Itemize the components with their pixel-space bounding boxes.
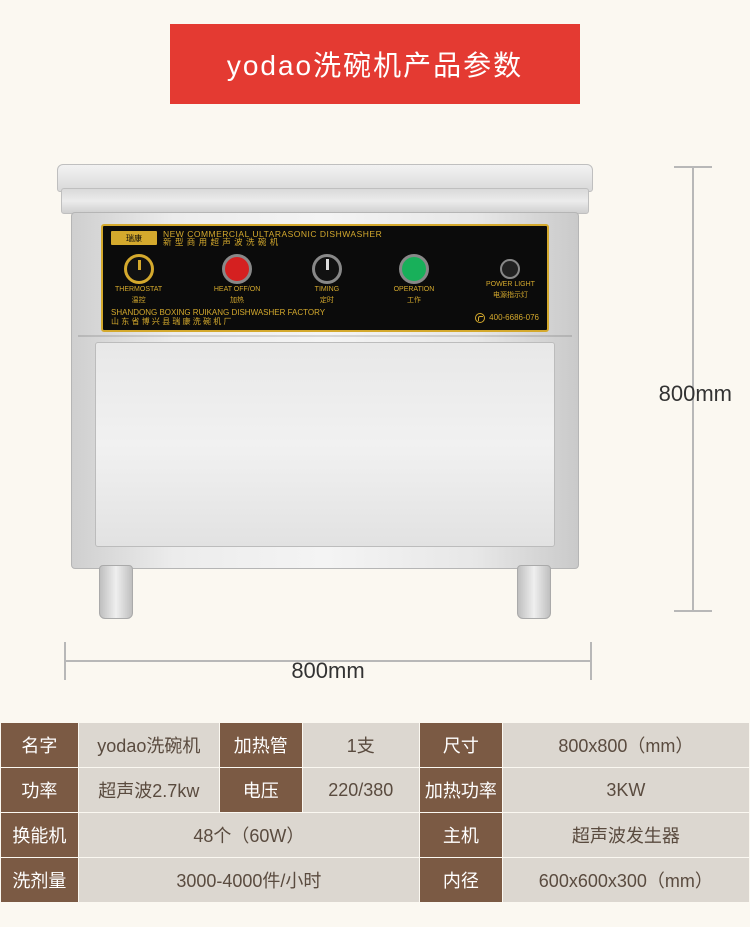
phone-number: 400-6686-076 <box>489 313 539 322</box>
knob-power-light: POWER LIGHT 电源指示灯 <box>486 259 535 300</box>
dimension-width-label: 800mm <box>291 658 364 684</box>
knob-label-cn: 工作 <box>407 295 421 305</box>
table-row: 功率超声波2.7kw电压220/380加热功率3KW <box>1 768 750 813</box>
knob-label-cn: 电源指示灯 <box>493 290 528 300</box>
button-icon <box>222 254 252 284</box>
factory-cn: 山 东 省 博 兴 县 瑞 康 洗 碗 机 厂 <box>111 318 325 327</box>
led-icon <box>500 259 520 279</box>
spec-label: 功率 <box>1 768 79 813</box>
spec-label: 加热功率 <box>419 768 502 813</box>
spec-label: 主机 <box>419 813 502 858</box>
machine-door <box>95 342 555 547</box>
spec-value: yodao洗碗机 <box>78 723 219 768</box>
table-row: 换能机48个（60W）主机超声波发生器 <box>1 813 750 858</box>
spec-value: 超声波2.7kw <box>78 768 219 813</box>
spec-value: 3000-4000件/小时 <box>78 858 419 903</box>
spec-table: 名字yodao洗碗机加热管1支尺寸800x800（mm）功率超声波2.7kw电压… <box>0 722 750 903</box>
knob-label-cn: 温控 <box>132 295 146 305</box>
button-icon <box>399 254 429 284</box>
control-panel: 瑞康 NEW COMMERCIAL ULTARASONIC DISHWASHER… <box>101 224 549 332</box>
spec-value: 超声波发生器 <box>502 813 749 858</box>
phone-block: 400-6686-076 <box>475 313 539 323</box>
spec-value: 800x800（mm） <box>502 723 749 768</box>
knob-thermostat: THERMOSTAT 温控 <box>115 254 162 305</box>
spec-value: 220/380 <box>302 768 419 813</box>
knob-timing: TIMING 定时 <box>312 254 342 305</box>
dial-icon <box>312 254 342 284</box>
knob-label: POWER LIGHT <box>486 281 535 288</box>
spec-value: 1支 <box>302 723 419 768</box>
product-figure: 瑞康 NEW COMMERCIAL ULTARASONIC DISHWASHER… <box>0 104 750 684</box>
spec-value: 600x600x300（mm） <box>502 858 749 903</box>
knob-label-cn: 定时 <box>320 295 334 305</box>
machine-leg <box>99 565 133 619</box>
spec-value: 48个（60W） <box>78 813 419 858</box>
dimension-height-label: 800mm <box>659 381 732 407</box>
knob-label-cn: 加热 <box>230 295 244 305</box>
knob-operation: OPERATION 工作 <box>394 254 435 305</box>
machine-lip <box>61 188 589 214</box>
table-row: 洗剂量3000-4000件/小时内径600x600x300（mm） <box>1 858 750 903</box>
machine-leg <box>517 565 551 619</box>
spec-label: 加热管 <box>219 723 302 768</box>
title-banner: yodao洗碗机产品参数 <box>170 24 580 104</box>
spec-label: 洗剂量 <box>1 858 79 903</box>
machine-seam <box>78 335 572 337</box>
spec-label: 内径 <box>419 858 502 903</box>
knob-label: HEAT OFF/ON <box>214 286 260 293</box>
knob-heat: HEAT OFF/ON 加热 <box>214 254 260 305</box>
brand-badge: 瑞康 <box>111 231 157 245</box>
knob-label: OPERATION <box>394 286 435 293</box>
spec-label: 名字 <box>1 723 79 768</box>
dishwasher-illustration: 瑞康 NEW COMMERCIAL ULTARASONIC DISHWASHER… <box>65 164 585 619</box>
dimension-line-horizontal: 800mm <box>64 660 592 662</box>
dial-icon <box>124 254 154 284</box>
knob-label: THERMOSTAT <box>115 286 162 293</box>
panel-heading-cn: 新 型 商 用 超 声 波 洗 碗 机 <box>163 238 382 247</box>
title-text: yodao洗碗机产品参数 <box>227 44 523 84</box>
spec-value: 3KW <box>502 768 749 813</box>
spec-label: 尺寸 <box>419 723 502 768</box>
knob-label: TIMING <box>315 286 340 293</box>
phone-icon <box>475 313 485 323</box>
spec-label: 电压 <box>219 768 302 813</box>
spec-label: 换能机 <box>1 813 79 858</box>
table-row: 名字yodao洗碗机加热管1支尺寸800x800（mm） <box>1 723 750 768</box>
